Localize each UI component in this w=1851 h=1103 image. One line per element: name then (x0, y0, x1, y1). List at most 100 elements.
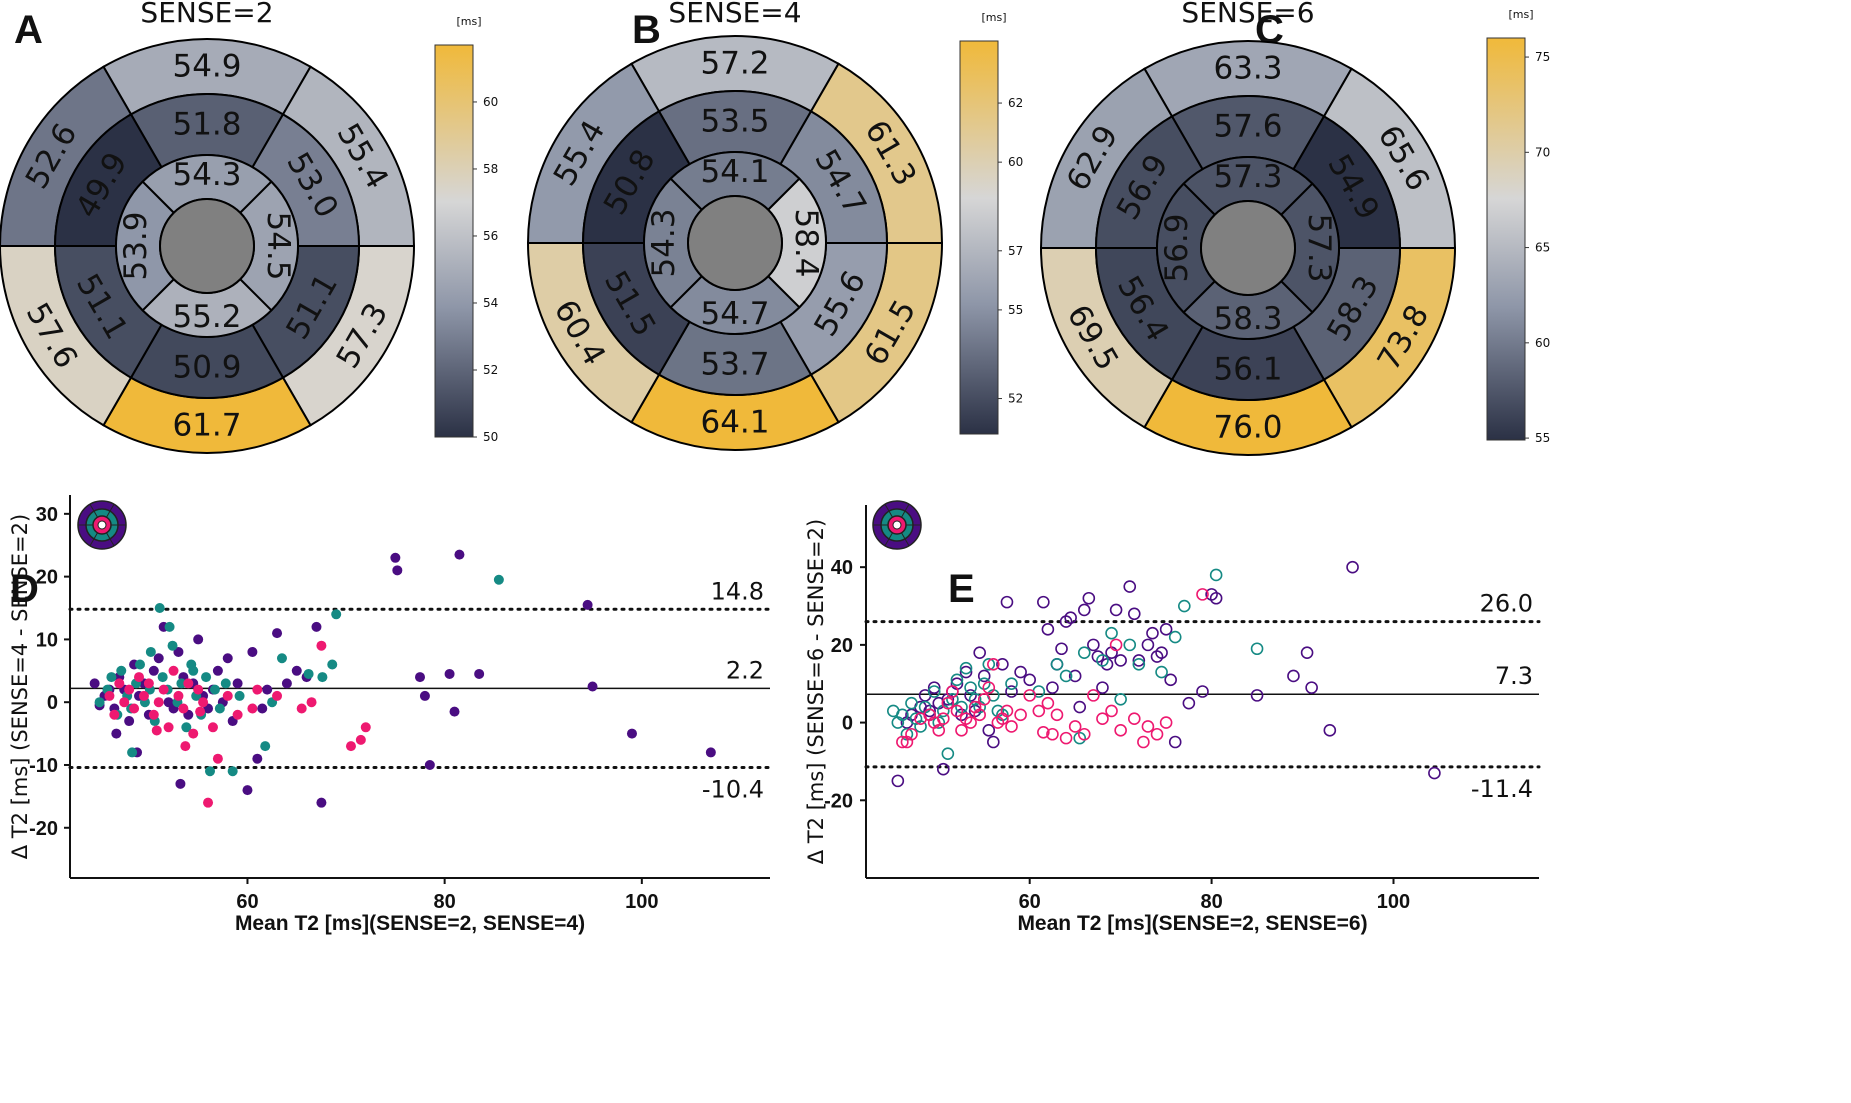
point-mid (181, 722, 192, 733)
point-apical (1077, 727, 1091, 741)
point-apical (180, 741, 191, 752)
y-tick-label: -10 (29, 755, 58, 777)
segment-value-mid-4: 53.7 (700, 347, 769, 383)
point-basal (1127, 607, 1141, 621)
point-apical (1137, 735, 1150, 749)
colorbar-tick-label: 57 (1008, 244, 1023, 258)
lower-loa-label: -11.4 (1471, 775, 1533, 803)
segment-value-mid-1: 53.5 (700, 104, 769, 140)
segment-value-basal-4: 64.1 (700, 405, 769, 441)
point-basal (1182, 696, 1196, 710)
point-basal (1014, 665, 1027, 679)
segment-value-apical-2: 57.3 (1301, 213, 1337, 282)
y-tick-label: 30 (36, 504, 58, 526)
point-apical (950, 704, 964, 718)
colorbar-tick-label: 65 (1535, 241, 1550, 255)
colorbar-tick-label: 52 (1008, 392, 1023, 406)
point-basal (1287, 669, 1300, 683)
point-basal (222, 653, 233, 664)
point-basal (148, 665, 159, 676)
y-tick-label: 10 (36, 629, 58, 651)
point-basal (193, 634, 204, 645)
point-apical (937, 712, 950, 725)
upper-loa-label: 26.0 (1480, 590, 1533, 618)
point-apical (129, 703, 140, 714)
bland-altman-d: -20 -10 0 10 20 30 60 80 100 14.8 2.2 -10.4 Mean T2 … (8, 495, 772, 935)
segment-value-apical-1: 54.3 (172, 157, 241, 193)
point-mid (1250, 642, 1264, 656)
blood-pool (1200, 200, 1296, 296)
panel-letter-e: E (948, 567, 975, 611)
point-mid (1209, 568, 1223, 582)
point-mid (145, 646, 156, 657)
point-apical (1114, 724, 1127, 737)
y-tick-label: -20 (29, 818, 58, 840)
point-mid (941, 747, 955, 760)
point-mid (227, 766, 238, 777)
point-basal (626, 728, 637, 739)
point-mid (896, 708, 909, 722)
point-basal (891, 774, 905, 788)
point-apical (163, 722, 174, 733)
segment-value-mid-4: 56.1 (1213, 352, 1282, 388)
point-mid (914, 720, 927, 733)
y-tick-label: -20 (824, 790, 853, 812)
point-basal (705, 747, 716, 758)
point-basal (1146, 626, 1159, 640)
point-mid (127, 747, 138, 758)
bullseye-title: SENSE=4 (668, 0, 801, 29)
point-apical (272, 690, 283, 701)
point-basal (1346, 560, 1359, 574)
point-apical (946, 685, 959, 698)
point-basal (1109, 603, 1123, 617)
point-apical (119, 697, 130, 708)
point-mid (1123, 638, 1137, 652)
segment-legend-icon (872, 500, 922, 550)
point-mid (106, 672, 117, 683)
point-basal (474, 668, 485, 679)
segment-value-apical-3: 54.7 (700, 296, 769, 332)
point-basal (419, 690, 430, 701)
point-apical (158, 684, 169, 695)
point-apical (1068, 720, 1082, 733)
y-tick-label: 0 (842, 713, 853, 735)
point-basal (1041, 623, 1055, 636)
point-basal (1000, 595, 1014, 609)
point-apical (345, 741, 356, 752)
point-apical (977, 692, 991, 706)
point-mid (135, 659, 145, 670)
point-basal (987, 735, 1000, 749)
x-tick-label: 100 (1377, 891, 1410, 913)
point-apical (1141, 720, 1155, 733)
point-basal (291, 665, 302, 676)
point-apical (1150, 727, 1164, 741)
point-basal (1155, 646, 1168, 659)
point-mid (1096, 654, 1109, 667)
point-mid (164, 621, 175, 632)
point-mid (188, 665, 199, 676)
point-basal (415, 672, 425, 683)
point-basal (247, 646, 258, 657)
colorbar-tick-label: 52 (483, 363, 498, 377)
point-apical (1000, 704, 1014, 718)
point-apical (143, 678, 154, 689)
point-mid (205, 766, 215, 777)
point-basal (1164, 673, 1177, 687)
point-mid (982, 658, 996, 671)
point-apical (316, 640, 327, 651)
point-mid (1005, 677, 1018, 691)
point-mid (327, 659, 338, 670)
colorbar-tick-label: 70 (1535, 145, 1550, 159)
segment-legend-icon (77, 500, 127, 550)
point-apical (148, 709, 159, 720)
point-basal (316, 797, 327, 808)
point-apical (178, 703, 189, 714)
point-basal (153, 653, 164, 664)
segment-value-apical-3: 58.3 (1213, 301, 1282, 337)
lower-loa-label: -10.4 (702, 775, 764, 803)
point-basal (1082, 591, 1096, 605)
point-basal (1087, 638, 1100, 652)
point-basal (212, 665, 223, 676)
point-basal (173, 646, 184, 657)
point-apical (212, 753, 223, 764)
